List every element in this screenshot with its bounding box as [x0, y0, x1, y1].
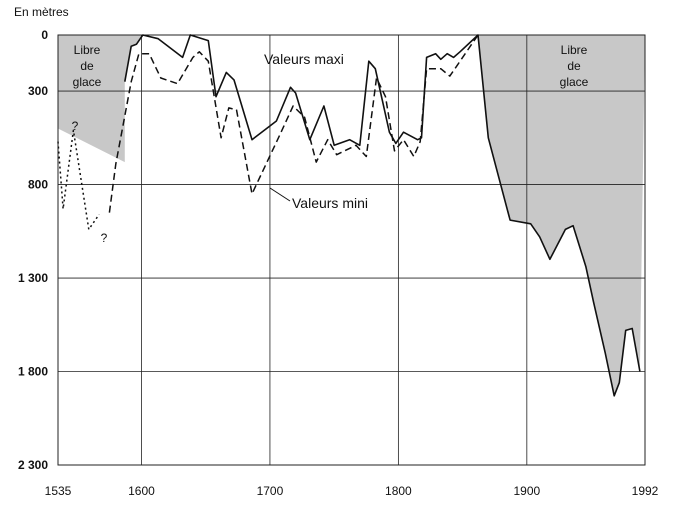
- ice-free-area-right: [478, 35, 645, 396]
- y-tick-label: 800: [28, 178, 48, 192]
- y-tick-label: 2 300: [18, 458, 48, 472]
- x-tick-label: 1992: [632, 484, 659, 498]
- annotation-line: de: [80, 59, 94, 73]
- annotation-line: glace: [560, 75, 589, 89]
- y-unit-label: En mètres: [14, 5, 69, 19]
- question-mark-top: ?: [72, 119, 79, 133]
- x-tick-label: 1900: [513, 484, 540, 498]
- x-tick-label: 1700: [257, 484, 284, 498]
- x-tick-labels: 1535 1600 1700 1800 1900 1992: [45, 484, 659, 498]
- annotation-line: Libre: [74, 43, 101, 57]
- y-tick-label: 0: [41, 28, 48, 42]
- ice-free-area: [58, 35, 645, 396]
- series-layer: [57, 34, 641, 397]
- series-line-mini: [108, 34, 479, 213]
- series-line-maxi: [124, 34, 641, 397]
- x-tick-label: 1535: [45, 484, 72, 498]
- x-tick-label: 1800: [385, 484, 412, 498]
- series-label-mini: Valeurs mini: [292, 195, 368, 211]
- question-mark-bottom: ?: [101, 231, 108, 245]
- y-tick-labels: 0 300 800 1 300 1 800 2 300: [18, 28, 48, 472]
- annotation-ice-free-left: Libre de glace: [73, 43, 102, 89]
- series-label-maxi: Valeurs maxi: [264, 51, 344, 67]
- grid: [58, 35, 645, 465]
- y-tick-label: 1 800: [18, 365, 48, 379]
- series-line-uncertain: [57, 129, 100, 231]
- y-tick-label: 300: [28, 84, 48, 98]
- annotation-ice-free-right: Libre de glace: [560, 43, 589, 89]
- plot-frame: [57, 34, 646, 466]
- annotation-line: glace: [73, 75, 102, 89]
- annotation-line: Libre: [561, 43, 588, 57]
- x-tick-label: 1600: [128, 484, 155, 498]
- annotation-line: de: [567, 59, 581, 73]
- y-tick-label: 1 300: [18, 271, 48, 285]
- series-label-mini-leader: [269, 187, 291, 202]
